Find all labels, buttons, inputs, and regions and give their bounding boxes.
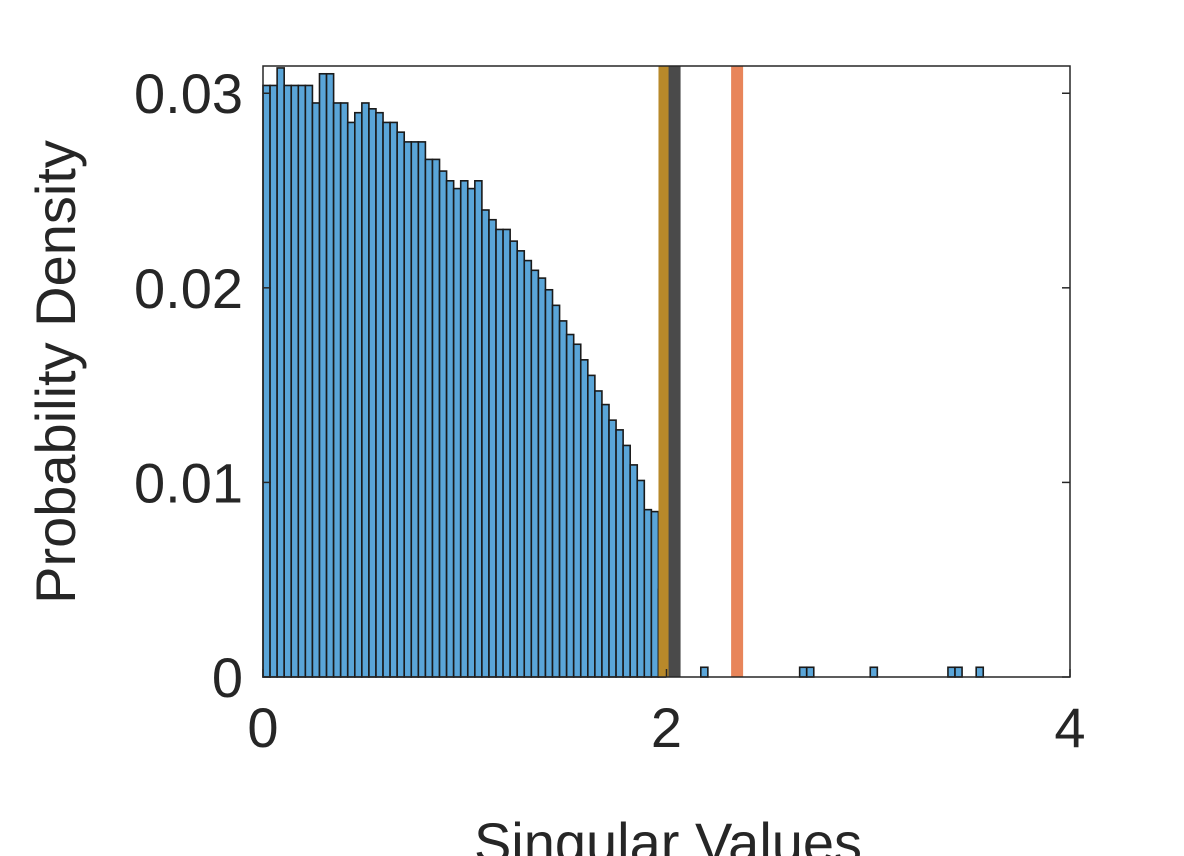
x-axis-label: Singular Values	[474, 811, 862, 856]
bar	[283, 84, 293, 678]
bar	[403, 141, 413, 678]
bar	[325, 72, 335, 678]
bar	[572, 343, 582, 678]
y-tick-label: 0	[212, 646, 243, 709]
bar	[544, 288, 554, 678]
bar	[445, 180, 455, 678]
bar	[650, 510, 660, 678]
bar	[466, 187, 476, 678]
bar	[276, 67, 285, 678]
bar	[269, 84, 278, 678]
bar	[431, 158, 441, 678]
bar	[608, 419, 617, 678]
bar	[481, 209, 490, 678]
bar	[410, 141, 420, 678]
bar	[318, 72, 328, 678]
bar	[551, 304, 561, 678]
bar	[396, 131, 406, 678]
bar	[615, 429, 624, 678]
bar	[523, 259, 533, 678]
bar	[339, 102, 349, 678]
bar	[579, 359, 589, 678]
bar	[297, 84, 307, 678]
bar	[353, 111, 363, 678]
bar	[954, 666, 963, 678]
bar	[516, 250, 526, 678]
bar	[502, 228, 511, 678]
bar	[452, 187, 462, 678]
bar	[389, 121, 398, 678]
bar	[332, 102, 342, 678]
bar	[798, 666, 808, 678]
bar	[622, 444, 631, 678]
bar	[311, 102, 321, 678]
bar	[530, 269, 540, 678]
bar	[424, 158, 434, 678]
bar	[629, 464, 639, 678]
bar	[417, 141, 427, 678]
bar	[290, 84, 300, 678]
bar	[304, 84, 314, 678]
y-tick-label: 0.03	[134, 62, 243, 125]
bar	[495, 228, 504, 678]
bar	[869, 666, 879, 678]
bar	[699, 666, 709, 678]
bar	[587, 374, 596, 678]
bar	[558, 320, 568, 678]
bar	[346, 121, 356, 678]
bar	[537, 277, 547, 678]
bar	[382, 121, 391, 678]
bar	[636, 479, 646, 678]
y-tick-label: 0.01	[134, 451, 243, 514]
x-tick-label: 2	[651, 696, 682, 759]
bar	[262, 84, 271, 678]
bar	[947, 666, 956, 678]
bar	[565, 333, 575, 678]
bar	[375, 111, 384, 678]
bar	[601, 403, 610, 678]
y-tick-label: 0.02	[134, 257, 243, 320]
y-axis-label: Probability Density	[24, 140, 87, 604]
bar	[488, 218, 497, 678]
bar	[459, 180, 469, 678]
bar	[474, 180, 483, 678]
bar	[594, 390, 603, 678]
bar	[509, 240, 519, 678]
bar	[975, 666, 985, 678]
bar	[805, 666, 815, 678]
x-tick-label: 4	[1054, 696, 1085, 759]
x-tick-label: 0	[247, 696, 278, 759]
bar	[643, 508, 653, 678]
bar	[361, 102, 370, 678]
bar	[438, 170, 448, 678]
bar	[368, 108, 377, 678]
